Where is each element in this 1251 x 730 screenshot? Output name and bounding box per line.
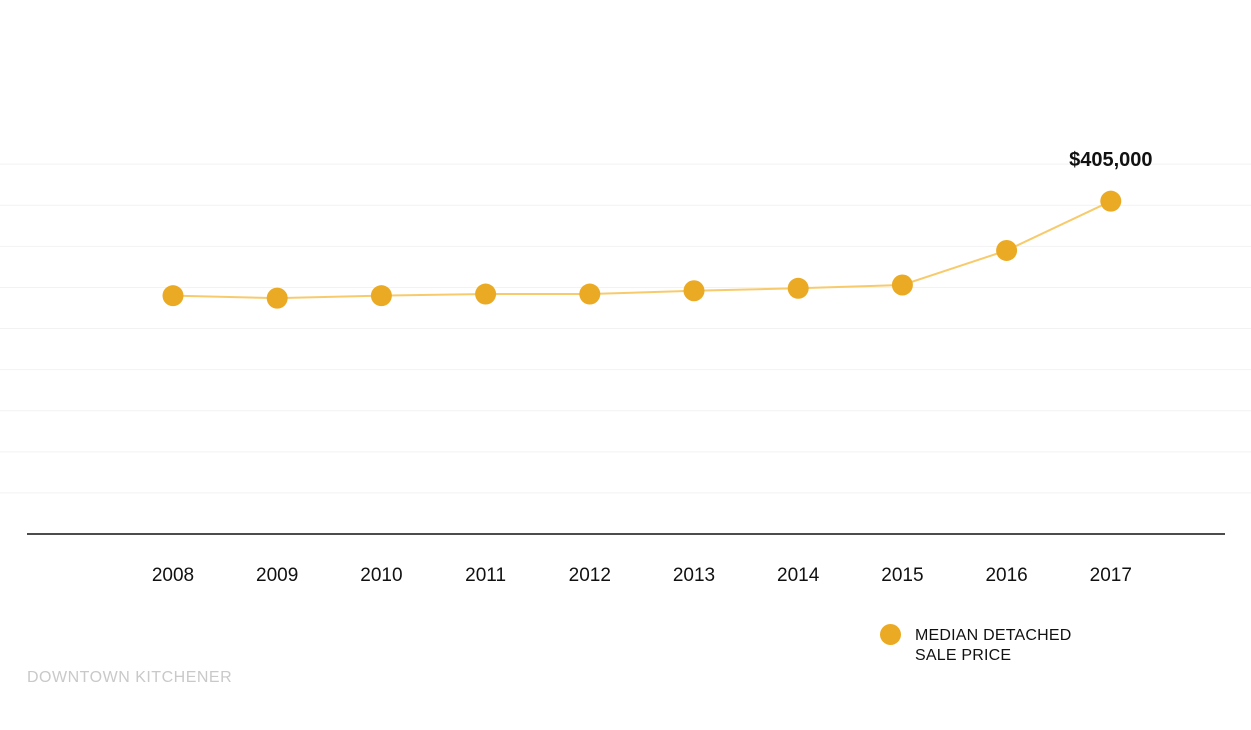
x-tick-label: 2011 bbox=[465, 565, 506, 586]
x-tick-label: 2013 bbox=[673, 565, 715, 586]
data-point-2011 bbox=[475, 283, 497, 305]
data-point-2008 bbox=[162, 285, 184, 307]
data-points bbox=[162, 190, 1122, 309]
legend-marker bbox=[880, 624, 901, 645]
x-tick-label: 2014 bbox=[777, 565, 820, 586]
data-point-2014 bbox=[787, 277, 809, 299]
x-tick-label: 2016 bbox=[985, 565, 1027, 586]
data-point-2016 bbox=[996, 239, 1018, 261]
x-tick-labels: 2008 2009 2010 2011 2012 2013 2014 2015 2016 2017 bbox=[152, 565, 1132, 586]
legend: MEDIAN DETACHED SALE PRICE bbox=[880, 624, 1090, 666]
legend-label: MEDIAN DETACHED SALE PRICE bbox=[915, 627, 1072, 664]
x-tick-label: 2008 bbox=[152, 565, 194, 586]
data-label: $405,000 bbox=[1069, 149, 1152, 171]
annotations: $405,000 bbox=[1069, 149, 1152, 171]
series-line bbox=[172, 200, 1112, 300]
data-point-2017 bbox=[1100, 190, 1122, 212]
data-point-2015 bbox=[891, 274, 913, 296]
gridlines bbox=[0, 163, 1251, 494]
data-point-2013 bbox=[683, 280, 705, 302]
series-line-group bbox=[172, 200, 1112, 300]
x-tick-label: 2017 bbox=[1090, 565, 1132, 586]
x-tick-label: 2010 bbox=[360, 565, 402, 586]
data-point-2012 bbox=[579, 283, 601, 305]
data-point-2009 bbox=[266, 287, 288, 309]
x-tick-label: 2012 bbox=[569, 565, 611, 586]
x-tick-label: 2009 bbox=[256, 565, 298, 586]
data-point-2010 bbox=[370, 285, 392, 307]
x-tick-label: 2015 bbox=[881, 565, 923, 586]
source-label: DOWNTOWN KITCHENER bbox=[27, 669, 233, 686]
